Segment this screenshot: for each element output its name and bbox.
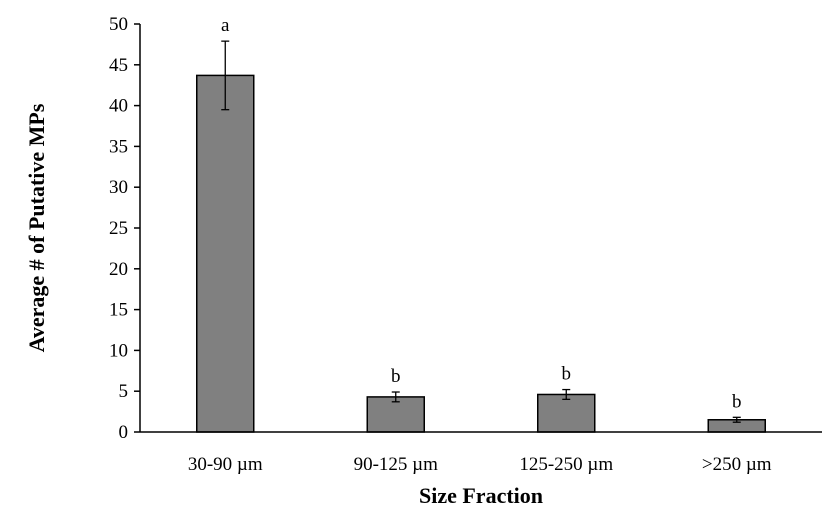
significance-label-1: a (221, 15, 230, 36)
significance-label-4: b (732, 391, 742, 412)
y-tick-label: 5 (119, 381, 129, 402)
bar-1 (196, 74, 255, 433)
y-tick-label: 50 (109, 14, 128, 35)
y-tick-label: 40 (109, 96, 128, 117)
bar-3 (537, 393, 596, 433)
x-tick-label-4: >250 µm (702, 454, 772, 475)
x-tick-label-3: 125-250 µm (519, 454, 613, 475)
significance-labels: a b b b (221, 15, 741, 412)
y-tick-label: 20 (109, 259, 128, 280)
y-tick-label: 10 (109, 340, 128, 361)
x-tick-label-1: 30-90 µm (188, 454, 263, 475)
y-tick-label: 30 (109, 177, 128, 198)
y-tick-label: 15 (109, 300, 128, 321)
significance-label-3: b (562, 364, 572, 385)
y-tick-label: 35 (109, 136, 128, 157)
y-axis-ticks: 0 5 10 15 20 25 30 35 40 45 50 (109, 14, 140, 443)
y-tick-label: 25 (109, 218, 128, 239)
bar-2 (366, 396, 425, 433)
bars (196, 74, 766, 433)
y-tick-label: 0 (119, 422, 129, 443)
x-tick-label-2: 90-125 µm (354, 454, 439, 475)
error-bars (221, 40, 741, 423)
y-tick-label: 45 (109, 55, 128, 76)
x-axis-title: Size Fraction (419, 483, 543, 508)
x-axis-tick-labels: 30-90 µm 90-125 µm 125-250 µm >250 µm (188, 454, 772, 475)
y-axis-title: Average # of Putative MPs (24, 103, 49, 352)
significance-label-2: b (391, 366, 401, 387)
